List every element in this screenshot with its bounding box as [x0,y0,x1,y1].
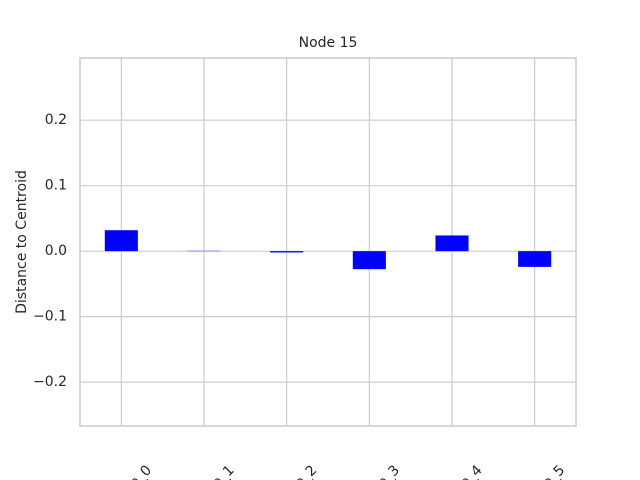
x-tick-label: distance_1 [173,462,238,480]
y-tick-label: −0.1 [33,309,67,325]
plot-frame [79,57,577,427]
x-tick-label: distance_0 [90,462,155,480]
y-tick-label: 0.1 [45,178,67,194]
y-tick-label: 0.2 [45,112,67,128]
bar [518,251,552,267]
y-tick-label: 0.0 [45,243,67,259]
y-tick-label: −0.2 [33,374,67,390]
bar [435,235,469,252]
bar [270,251,304,253]
x-tick-label: distance_4 [421,462,486,480]
x-tick-label: distance_3 [338,462,403,480]
x-tick-label: distance_2 [256,462,321,480]
bar [352,251,386,270]
y-axis-label: Distance to Centroid [14,170,30,314]
chart-title: Node 15 [299,35,358,51]
bar [104,230,138,252]
x-tick-label: distance_5 [504,462,569,480]
